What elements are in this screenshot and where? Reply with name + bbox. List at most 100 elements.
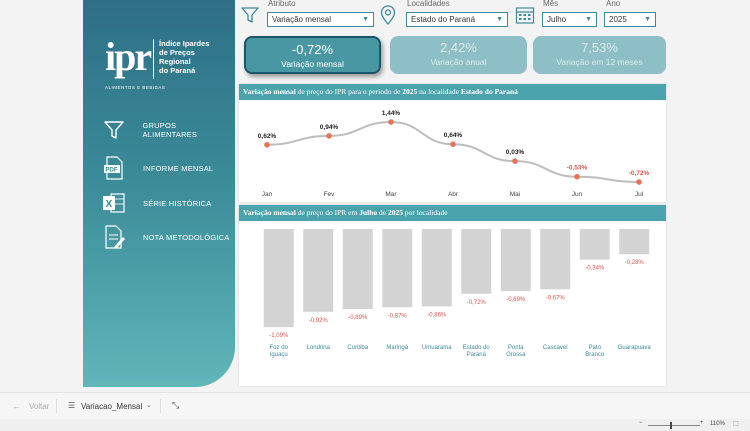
x-tick-label: Estado do Paraná [463, 345, 491, 358]
mes-dropdown[interactable]: Julho ▼ [542, 12, 597, 27]
atributo-label: Atributo [268, 0, 296, 8]
bar [263, 229, 294, 328]
data-label: 0,94% [320, 124, 339, 131]
back-button[interactable]: Voltar [29, 402, 50, 411]
data-point [326, 133, 332, 139]
x-tick-label: Foz do Iguaçu [270, 345, 289, 358]
zoom-level: 110% [710, 421, 725, 427]
fit-page-icon[interactable]: ⬚ [733, 421, 739, 427]
x-tick-label: Abr [448, 191, 459, 198]
status-bar: − + 110% ⬚ [0, 419, 750, 431]
logo-separator [153, 39, 154, 79]
bar-chart-panel: Variação mensal de preço do IPR em Julho… [239, 205, 666, 386]
zoom-in-icon[interactable]: + [700, 420, 704, 426]
svg-text:X: X [106, 199, 113, 210]
bottom-bar: ← Voltar ☰ Variacao_Mensal ⌄ ⤡ − + 110% … [0, 392, 750, 431]
filter-icon [241, 6, 259, 29]
zoom-slider-thumb[interactable] [670, 422, 672, 429]
calendar-icon [515, 5, 535, 30]
line-chart-title: Variação mensal de preço do IPR para o p… [239, 84, 666, 100]
data-label: -0,89% [348, 315, 368, 321]
logo-text: Índice Ipardes de Preços Regional do Par… [159, 39, 209, 75]
bar [461, 229, 492, 294]
kpi-label: Variação mensal [281, 59, 344, 69]
series-line [266, 120, 640, 183]
menu-icon[interactable]: ☰ [68, 401, 76, 410]
data-point [450, 141, 456, 148]
x-tick-label: Pato Branco [585, 345, 605, 358]
svg-text:PDF: PDF [106, 168, 118, 174]
data-label: -0,87% [388, 313, 408, 319]
data-label: 0,62% [258, 133, 277, 140]
data-label: -1,09% [269, 333, 289, 339]
ano-value: 2025 [609, 15, 627, 24]
nav-nota-metodologica[interactable]: NOTA METODOLÓGICA [101, 223, 231, 251]
kpi-label: Variação em 12 meses [556, 57, 643, 67]
bar [342, 229, 373, 310]
bar-chart-title: Variação mensal de preço do IPR em Julho… [239, 205, 666, 221]
bar [382, 229, 413, 308]
page-tab[interactable]: Variacao_Mensal [81, 402, 143, 411]
atributo-dropdown[interactable]: Variação mensal ▼ [267, 12, 374, 27]
logo-line: do Paraná [159, 66, 196, 75]
divider [160, 399, 161, 413]
document-icon [101, 224, 127, 250]
x-tick-label: Ponta Grossa [506, 345, 526, 358]
ipardes-logo: ipr Índice Ipardes de Preços Regional do… [105, 33, 225, 91]
data-point [512, 158, 518, 164]
localidades-label: Localidades [407, 0, 450, 8]
data-label: -0,72% [467, 300, 487, 306]
location-pin-icon [380, 5, 396, 30]
x-tick-label: Guarapuava [618, 345, 652, 351]
kpi-value: 7,53% [581, 40, 618, 55]
bar-chart: -1,09% Foz do Iguaçu -0,92% Londrina -0,89% Cu… [263, 229, 652, 358]
x-tick-label: Cascavel [543, 345, 568, 351]
kpi-label: Variação anual [430, 57, 487, 67]
logo-line: Índice Ipardes [159, 39, 210, 48]
back-arrow-icon[interactable]: ← [12, 401, 21, 411]
bar [500, 229, 531, 292]
data-label: -0,34% [585, 266, 605, 272]
data-label: -0,28% [625, 260, 645, 266]
ano-label: Ano [606, 0, 621, 8]
x-tick-label: Jul [635, 191, 644, 198]
chevron-down-icon: ▼ [585, 16, 592, 23]
nav-serie-historica[interactable]: X SÉRIE HISTÓRICA [101, 189, 231, 217]
line-chart: 0,62% Jan 0,94% Fev 1,44% Mar 0,64% Abr 0,03% Mai… [258, 110, 650, 198]
page-tab-bar: ← Voltar ☰ Variacao_Mensal ⌄ ⤡ [0, 393, 750, 419]
pdf-icon: PDF [101, 155, 127, 181]
bar [579, 229, 610, 260]
data-label: -0,86% [427, 312, 447, 318]
localidades-dropdown[interactable]: Estado do Paraná ▼ [406, 12, 508, 27]
divider [56, 399, 57, 413]
data-label: -0,53% [567, 165, 588, 172]
zoom-slider[interactable] [648, 425, 700, 426]
chevron-down-icon: ▼ [496, 16, 503, 23]
logo-subtitle: ALIMENTOS E BEBIDAS [105, 85, 166, 90]
nav-label: SÉRIE HISTÓRICA [143, 198, 212, 208]
zoom-out-icon[interactable]: − [639, 420, 643, 426]
x-tick-label: Fev [324, 191, 336, 198]
bar [619, 229, 650, 255]
nav-informe-mensal[interactable]: PDF INFORME MENSAL [101, 154, 231, 182]
kpi-value: 2,42% [440, 40, 477, 55]
kpi-variacao-mensal[interactable]: -0,72% Variação mensal [244, 36, 381, 74]
nav-label: INFORME MENSAL [143, 163, 214, 173]
bar [421, 229, 452, 307]
data-label: -0,69% [506, 297, 526, 303]
filter-icon [101, 117, 127, 143]
ano-dropdown[interactable]: 2025 ▼ [604, 12, 656, 27]
collapse-icon[interactable]: ⤡ [172, 400, 180, 410]
nav-grupos-alimentares[interactable]: GRUPOS ALIMENTARES [101, 116, 231, 144]
kpi-variacao-anual[interactable]: 2,42% Variação anual [390, 36, 527, 74]
bar [540, 229, 571, 290]
kpi-variacao-12-meses[interactable]: 7,53% Variação em 12 meses [533, 36, 666, 74]
chevron-down-icon[interactable]: ⌄ [146, 402, 152, 409]
nav-label: GRUPOS ALIMENTARES [142, 121, 198, 139]
data-label: 1,44% [382, 110, 401, 117]
mes-label: Mês [543, 0, 559, 8]
logo-line: de Preços [159, 48, 195, 57]
data-label: -0,72% [629, 170, 650, 177]
report-canvas: ipr Índice Ipardes de Preços Regional do… [83, 0, 666, 387]
